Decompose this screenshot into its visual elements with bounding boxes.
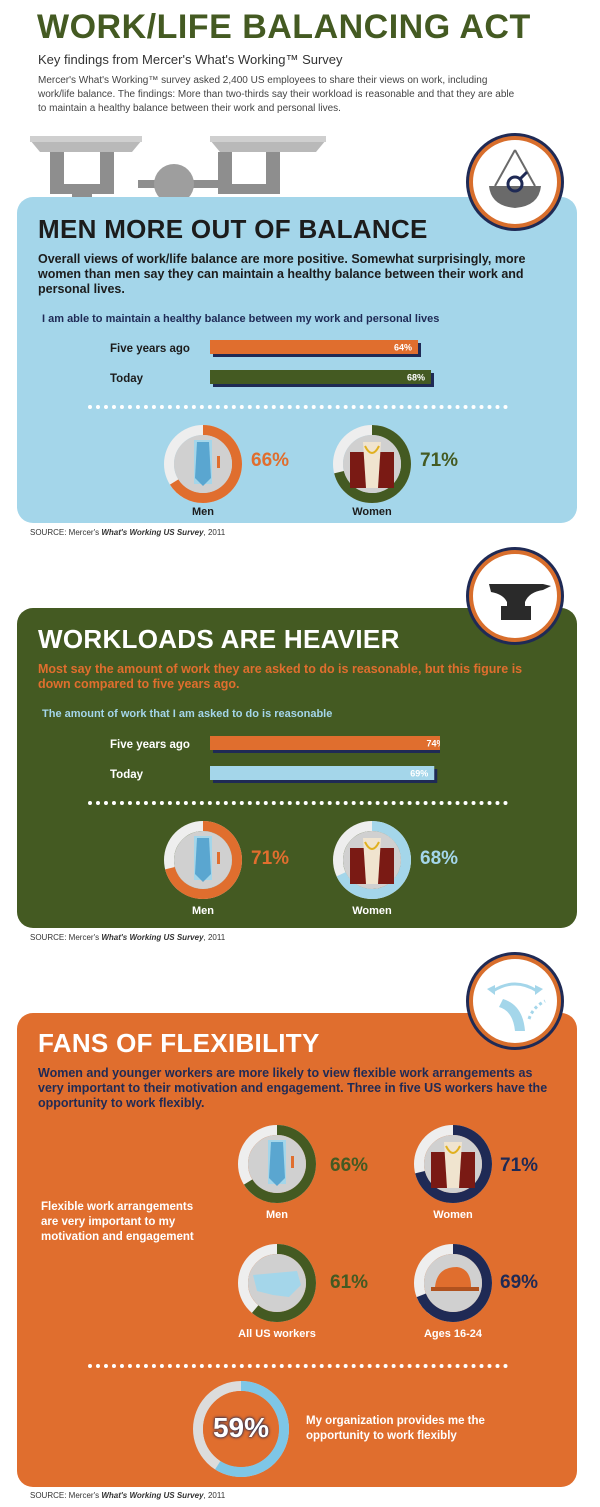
section3-men-pct: 66% xyxy=(330,1155,369,1176)
section2-bar-label-1: Today xyxy=(110,769,144,781)
section3-title: FANS OF FLEXIBILITY xyxy=(38,1028,320,1058)
section1-bar-value-1: 68% xyxy=(407,373,425,383)
section1-bar-chart: Five years ago 64% Today 68% xyxy=(110,340,434,387)
section3-big-label: My organization provides me the opportun… xyxy=(306,1415,485,1442)
section2-bar-label-0: Five years ago xyxy=(110,739,190,751)
section3-women-donut xyxy=(414,1125,492,1203)
section3-divider xyxy=(88,1364,508,1368)
section1-men-pct: 66% xyxy=(251,450,290,471)
section-balance-panel xyxy=(17,197,577,523)
section3-all-label: All US workers xyxy=(238,1328,316,1340)
page-subtitle: Key findings from Mercer's What's Workin… xyxy=(38,52,343,67)
section3-men-label: Men xyxy=(266,1209,288,1221)
anvil-icon xyxy=(469,550,561,642)
section1-bar-value-0: 64% xyxy=(394,343,412,353)
section1-description: Overall views of work/life balance are m… xyxy=(38,252,526,296)
section3-young-pct: 69% xyxy=(500,1272,539,1293)
section2-women-donut-figure xyxy=(350,838,394,884)
section3-big-donut-figure xyxy=(205,1393,277,1465)
section2-bar-chart: Five years ago 74% Today 69% xyxy=(110,736,440,783)
section3-all-pct: 61% xyxy=(330,1272,369,1293)
section2-description: Most say the amount of work they are ask… xyxy=(38,662,523,691)
section3-all-donut xyxy=(238,1244,316,1322)
section1-bar-1 xyxy=(210,370,431,384)
section3-young-donut-figure xyxy=(431,1267,479,1291)
section3-young-label: Ages 16-24 xyxy=(423,1328,483,1340)
section2-women-donut-arc xyxy=(333,821,411,899)
section1-men-label: Men xyxy=(192,506,214,518)
section2-bar-1 xyxy=(210,766,435,780)
section3-women-donut-arc xyxy=(414,1125,492,1203)
flex-arrows-icon xyxy=(469,955,561,1047)
section3-source: SOURCE: Mercer's What's Working US Surve… xyxy=(30,1491,226,1500)
section2-title: WORKLOADS ARE HEAVIER xyxy=(38,624,400,654)
section3-women-donut-figure xyxy=(431,1142,475,1188)
section3-big-donut xyxy=(193,1381,289,1477)
section2-men-donut-arc xyxy=(164,821,242,899)
section3-young-donut xyxy=(414,1244,492,1322)
section1-women-label: Women xyxy=(352,506,392,518)
section2-divider xyxy=(88,801,508,805)
section2-men-donut-figure xyxy=(194,836,220,882)
section3-men-donut-figure xyxy=(268,1140,294,1186)
section1-source: SOURCE: Mercer's What's Working US Surve… xyxy=(30,528,226,537)
section1-bar-label-0: Five years ago xyxy=(110,343,190,355)
section3-all-donut-figure xyxy=(253,1271,301,1297)
section1-women-donut-figure xyxy=(350,442,394,488)
page-title: WORK/LIFE BALANCING ACT xyxy=(37,8,531,46)
section2-source: SOURCE: Mercer's What's Working US Surve… xyxy=(30,933,226,942)
section3-side-label: Flexible work arrangements are very impo… xyxy=(41,1201,194,1243)
section3-young-donut-arc xyxy=(414,1244,492,1322)
section2-men-pct: 71% xyxy=(251,848,290,869)
section3-men-donut-arc xyxy=(238,1125,316,1203)
section1-divider xyxy=(88,405,508,409)
section2-men-donut xyxy=(164,821,242,899)
section3-big-pct: 59% xyxy=(212,1412,270,1443)
section2-question: The amount of work that I am asked to do… xyxy=(42,708,333,720)
section2-women-pct: 68% xyxy=(420,848,459,869)
section3-women-pct: 71% xyxy=(500,1155,539,1176)
section1-women-donut-arc xyxy=(333,425,411,503)
section3-big-donut-arc xyxy=(193,1381,289,1477)
section3-men-donut xyxy=(238,1125,316,1203)
section1-question: I am able to maintain a healthy balance … xyxy=(42,313,440,325)
section1-women-donut xyxy=(333,425,411,503)
intro-text: Mercer's What's Working™ survey asked 2,… xyxy=(38,75,515,114)
section3-description: Women and younger workers are more likel… xyxy=(38,1066,548,1110)
section2-women-label: Women xyxy=(352,905,392,917)
section1-title: MEN MORE OUT OF BALANCE xyxy=(38,214,428,244)
section1-men-donut-arc xyxy=(164,425,242,503)
section2-bar-value-1: 69% xyxy=(410,769,428,779)
section1-men-donut xyxy=(164,425,242,503)
section1-women-pct: 71% xyxy=(420,450,459,471)
balance-icon xyxy=(469,136,561,228)
section1-bar-0 xyxy=(210,340,418,354)
section1-men-donut-figure xyxy=(194,440,220,486)
section2-women-donut xyxy=(333,821,411,899)
section3-women-label: Women xyxy=(433,1209,473,1221)
section2-bar-0 xyxy=(210,736,440,750)
section3-all-donut-arc xyxy=(238,1244,316,1322)
section2-bar-value-0: 74% xyxy=(426,739,440,749)
section1-bar-label-1: Today xyxy=(110,373,144,385)
section2-men-label: Men xyxy=(192,905,214,917)
